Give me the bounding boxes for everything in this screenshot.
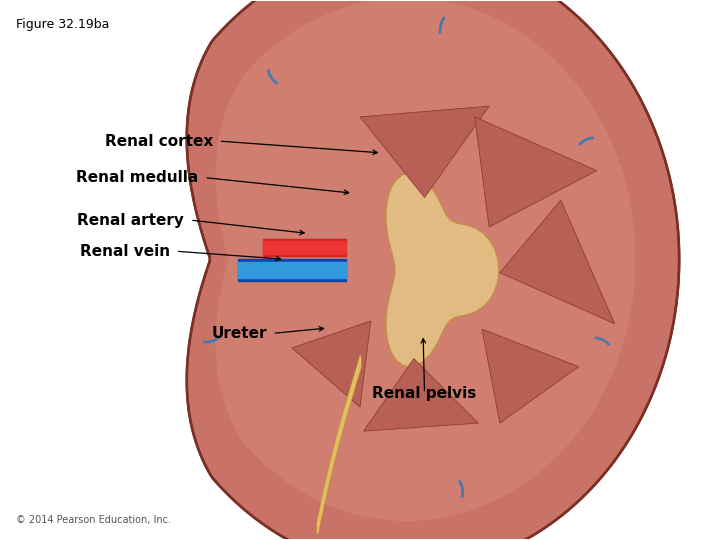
Polygon shape	[474, 117, 597, 227]
Text: Renal artery: Renal artery	[78, 213, 184, 227]
Text: Renal pelvis: Renal pelvis	[372, 386, 477, 401]
Text: Figure 32.19ba: Figure 32.19ba	[16, 17, 109, 30]
Polygon shape	[186, 0, 679, 540]
Text: Ureter: Ureter	[211, 326, 267, 341]
Polygon shape	[364, 359, 478, 431]
Polygon shape	[292, 321, 371, 407]
Polygon shape	[500, 200, 615, 323]
Text: Renal medulla: Renal medulla	[76, 170, 199, 185]
Text: Kidney Structure: Kidney Structure	[256, 74, 456, 94]
Polygon shape	[482, 329, 579, 423]
Polygon shape	[215, 0, 636, 521]
Polygon shape	[386, 173, 499, 367]
Text: Renal vein: Renal vein	[80, 244, 170, 259]
Text: Renal cortex: Renal cortex	[104, 133, 213, 148]
Text: © 2014 Pearson Education, Inc.: © 2014 Pearson Education, Inc.	[16, 515, 171, 525]
Polygon shape	[360, 106, 489, 198]
